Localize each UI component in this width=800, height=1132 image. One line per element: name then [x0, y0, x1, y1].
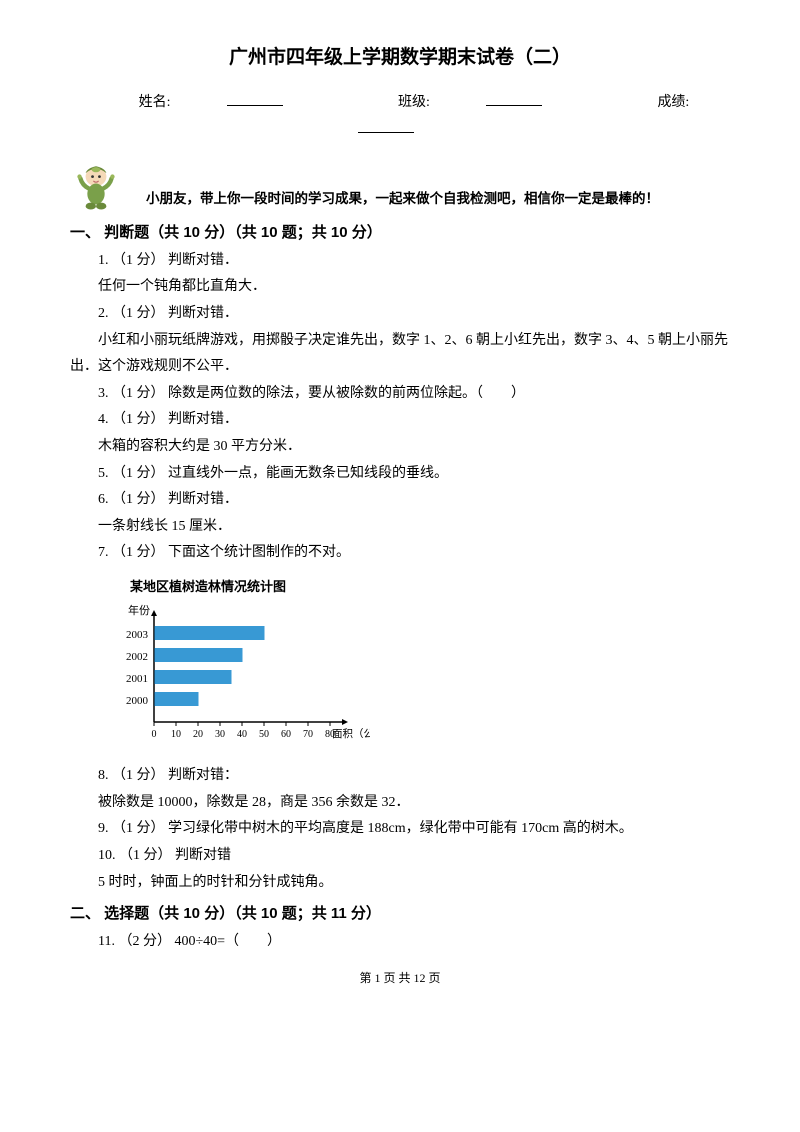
q3: 3. （1 分） 除数是两位数的除法，要从被除数的前两位除起。（ ） [70, 381, 730, 408]
svg-text:20: 20 [193, 729, 203, 740]
svg-text:30: 30 [215, 729, 225, 740]
section-2-header: 二、 选择题（共 10 分）（共 10 题；共 11 分） [70, 900, 730, 929]
section-1-header: 一、 判断题（共 10 分）（共 10 题；共 10 分） [70, 219, 730, 248]
svg-text:面积（公顷）: 面积（公顷） [332, 728, 370, 740]
score-blank[interactable] [358, 119, 414, 133]
page-footer: 第 1 页 共 12 页 [70, 967, 730, 990]
q10-body: 5 时时，钟面上的时针和分针成钝角。 [70, 870, 730, 897]
class-blank[interactable] [486, 92, 542, 106]
class-label: 班级: [370, 95, 570, 110]
q2-body-2: 出．这个游戏规则不公平． [70, 354, 730, 381]
q11: 11. （2 分） 400÷40=（ ） [70, 929, 730, 956]
q7: 7. （1 分） 下面这个统计图制作的不对。 [70, 540, 730, 567]
greeting-row: 小朋友，带上你一段时间的学习成果，一起来做个自我检测吧，相信你一定是最棒的！ [70, 161, 730, 213]
svg-text:2000: 2000 [126, 695, 149, 707]
name-blank[interactable] [227, 92, 283, 106]
q2-body-1: 小红和小丽玩纸牌游戏，用掷骰子决定谁先出，数字 1、2、6 朝上小红先出，数字 … [70, 328, 730, 355]
chart-title: 某地区植树造林情况统计图 [130, 575, 730, 600]
q8-stem: 8. （1 分） 判断对错： [70, 763, 730, 790]
q10-stem: 10. （1 分） 判断对错 [70, 843, 730, 870]
q6-body: 一条射线长 15 厘米． [70, 514, 730, 541]
mascot-icon [70, 161, 122, 213]
greeting-text: 小朋友，带上你一段时间的学习成果，一起来做个自我检测吧，相信你一定是最棒的！ [146, 186, 659, 214]
page-title: 广州市四年级上学期数学期末试卷（二） [70, 40, 730, 76]
chart-svg: 年份200320022001200001020304050607080面积（公顷… [110, 602, 370, 747]
q2-stem: 2. （1 分） 判断对错． [70, 301, 730, 328]
svg-text:50: 50 [259, 729, 269, 740]
svg-text:40: 40 [237, 729, 247, 740]
q5: 5. （1 分） 过直线外一点，能画无数条已知线段的垂线。 [70, 461, 730, 488]
q8-body: 被除数是 10000，除数是 28，商是 356 余数是 32． [70, 790, 730, 817]
svg-text:70: 70 [303, 729, 313, 740]
svg-text:10: 10 [171, 729, 181, 740]
svg-text:2001: 2001 [126, 673, 148, 685]
q9: 9. （1 分） 学习绿化带中树木的平均高度是 188cm，绿化带中可能有 17… [70, 816, 730, 843]
student-info-line: 姓名: 班级: 成绩: [70, 90, 730, 143]
q1-stem: 1. （1 分） 判断对错． [70, 248, 730, 275]
name-label: 姓名: [111, 95, 311, 110]
q1-body: 任何一个钝角都比直角大． [70, 274, 730, 301]
svg-text:2002: 2002 [126, 651, 148, 663]
svg-text:2003: 2003 [126, 629, 149, 641]
q4-body: 木箱的容积大约是 30 平方分米． [70, 434, 730, 461]
q6-stem: 6. （1 分） 判断对错． [70, 487, 730, 514]
q4-stem: 4. （1 分） 判断对错． [70, 407, 730, 434]
svg-text:60: 60 [281, 729, 291, 740]
svg-text:年份: 年份 [128, 603, 150, 617]
svg-text:0: 0 [152, 729, 157, 740]
bar-chart: 某地区植树造林情况统计图 年份 2003 2002 2001 2000 0 10 20 30 40… [110, 575, 730, 757]
